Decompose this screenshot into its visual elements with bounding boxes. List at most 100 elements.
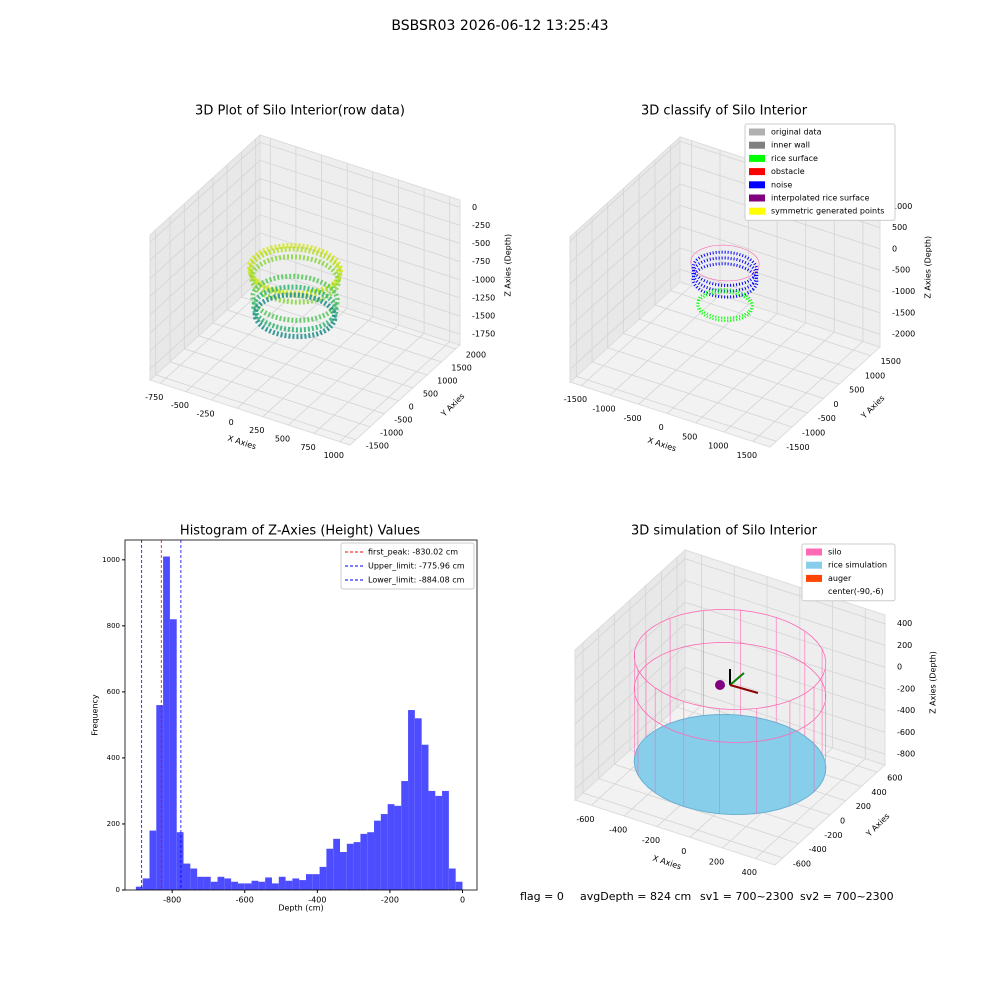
z-tick-label: -1750 [472, 330, 495, 339]
z-axis-label: Z Axies (Depth) [924, 236, 933, 299]
legend-label: rice simulation [828, 561, 887, 570]
grid-line [569, 204, 881, 306]
z-tick-label: -2000 [892, 330, 915, 339]
bar [278, 876, 286, 890]
bar [387, 804, 395, 890]
decor-ring [249, 254, 341, 305]
bar [190, 868, 198, 890]
y-tick-label: 1000 [102, 556, 120, 564]
legend-swatch [749, 128, 765, 136]
z-tick-label: 1000 [892, 202, 912, 211]
grid-line [695, 177, 807, 424]
z-tick-label: -1250 [472, 293, 495, 302]
bar [224, 878, 232, 890]
grid-line [236, 163, 348, 409]
x-tick-label: -1000 [592, 405, 615, 414]
y-tick-label: 800 [107, 622, 120, 630]
legend-label: inner wall [771, 141, 810, 150]
bar [408, 710, 415, 890]
y-tick-label: 200 [107, 820, 120, 828]
bar [353, 842, 361, 890]
z-tick-label: -1000 [472, 275, 495, 284]
grid-line [160, 138, 271, 384]
z-tick-label: -1500 [892, 308, 915, 317]
grid-line [155, 229, 356, 441]
y-tick-label: 1500 [451, 363, 471, 372]
bar [163, 556, 170, 890]
bar [258, 881, 266, 890]
bar [265, 877, 272, 890]
legend-label: first_peak: -830.02 cm [368, 548, 458, 557]
y-tick-label: -1500 [366, 441, 389, 450]
decor-ring [252, 292, 338, 340]
bar [442, 790, 449, 890]
grid-line [598, 628, 799, 844]
bar [169, 619, 177, 890]
z-tick-label: 0 [897, 663, 902, 672]
legend-label: auger [828, 574, 852, 583]
grid-line [574, 601, 886, 703]
bar [203, 876, 211, 890]
grid-line [226, 164, 428, 376]
x-tick-label: 0 [460, 896, 465, 905]
legend-swatch [749, 181, 765, 189]
bar [271, 883, 279, 890]
y-tick-label: 1500 [881, 357, 901, 366]
grid-line [169, 216, 371, 428]
bar [210, 881, 218, 890]
bar [244, 883, 252, 890]
bar [305, 874, 313, 890]
bar [401, 781, 409, 890]
legend-swatch [749, 154, 765, 162]
z-tick-label: 0 [472, 203, 477, 212]
x-tick-label: -1500 [564, 395, 587, 404]
grid-line [609, 150, 721, 396]
z-tick-label: -500 [892, 266, 910, 275]
legend-swatch [749, 141, 765, 149]
bar [360, 833, 368, 890]
decor-axis [729, 684, 759, 694]
suptitle: BSBSR03 2026-06-12 13:25:43 [391, 18, 608, 34]
panel-title: 3D classify of Silo Interior [641, 104, 808, 119]
y-tick-label: 0 [409, 402, 414, 411]
z-tick-label: 0 [892, 244, 897, 253]
y-tick-label: 200 [856, 802, 871, 811]
grid-line [574, 623, 886, 725]
z-axis-label: Z Axies (Depth) [929, 651, 938, 714]
z-tick-label: -250 [472, 221, 490, 230]
decor-ring [247, 246, 343, 299]
grid-line [149, 214, 461, 316]
panel-title: Histogram of Z-Axies (Height) Values [180, 524, 420, 539]
decor-ring [691, 250, 759, 288]
y-tick-label: 600 [887, 774, 902, 783]
x-tick-label: -600 [576, 815, 594, 824]
bar [149, 830, 157, 890]
legend-label: interpolated rice surface [771, 194, 869, 203]
legend-label: symmetric generated points [771, 207, 884, 216]
grid-line [581, 140, 692, 386]
y-tick-label: 2000 [466, 350, 486, 359]
x-tick-label: 1000 [324, 451, 344, 460]
legend-label: Upper_limit: -775.96 cm [368, 562, 465, 571]
footer-text: flag = 0 [520, 890, 564, 903]
x-tick-label: 400 [742, 868, 757, 877]
grid-line [149, 232, 461, 334]
x-tick-label: -750 [145, 393, 163, 402]
y-tick-label: 400 [871, 788, 886, 797]
grid-line [607, 202, 808, 414]
y-axis-label: Frequency [91, 694, 100, 736]
grid-line [149, 196, 461, 297]
legend-label: Lower_limit: -884.08 cm [368, 576, 465, 585]
axes-frame [124, 539, 478, 891]
bar [292, 878, 300, 890]
x-tick-label: -800 [163, 896, 181, 905]
grid-line [569, 268, 881, 370]
grid-line [288, 180, 399, 426]
bar [176, 832, 184, 890]
bar [428, 790, 436, 890]
z-tick-label: -500 [472, 239, 490, 248]
grid-line [212, 177, 414, 389]
x-tick-label: -250 [196, 410, 214, 419]
bar [312, 874, 320, 890]
grid-line [670, 145, 871, 356]
